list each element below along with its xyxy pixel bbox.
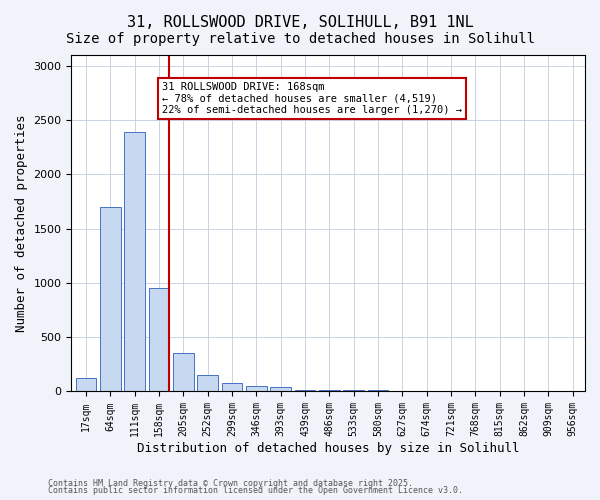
Bar <box>295 390 316 392</box>
Text: Contains public sector information licensed under the Open Government Licence v3: Contains public sector information licen… <box>48 486 463 495</box>
Bar <box>173 354 194 392</box>
Y-axis label: Number of detached properties: Number of detached properties <box>15 114 28 332</box>
Text: 31 ROLLSWOOD DRIVE: 168sqm
← 78% of detached houses are smaller (4,519)
22% of s: 31 ROLLSWOOD DRIVE: 168sqm ← 78% of deta… <box>162 82 462 115</box>
Bar <box>124 132 145 392</box>
Bar <box>343 390 364 392</box>
Bar <box>319 390 340 392</box>
Text: Size of property relative to detached houses in Solihull: Size of property relative to detached ho… <box>65 32 535 46</box>
Bar <box>368 390 388 392</box>
Bar <box>271 387 291 392</box>
Bar <box>392 391 413 392</box>
Bar <box>197 374 218 392</box>
X-axis label: Distribution of detached houses by size in Solihull: Distribution of detached houses by size … <box>137 442 520 455</box>
Bar <box>76 378 97 392</box>
Bar <box>246 386 267 392</box>
Bar <box>100 207 121 392</box>
Bar <box>149 288 169 392</box>
Bar <box>222 383 242 392</box>
Text: 31, ROLLSWOOD DRIVE, SOLIHULL, B91 1NL: 31, ROLLSWOOD DRIVE, SOLIHULL, B91 1NL <box>127 15 473 30</box>
Text: Contains HM Land Registry data © Crown copyright and database right 2025.: Contains HM Land Registry data © Crown c… <box>48 478 413 488</box>
